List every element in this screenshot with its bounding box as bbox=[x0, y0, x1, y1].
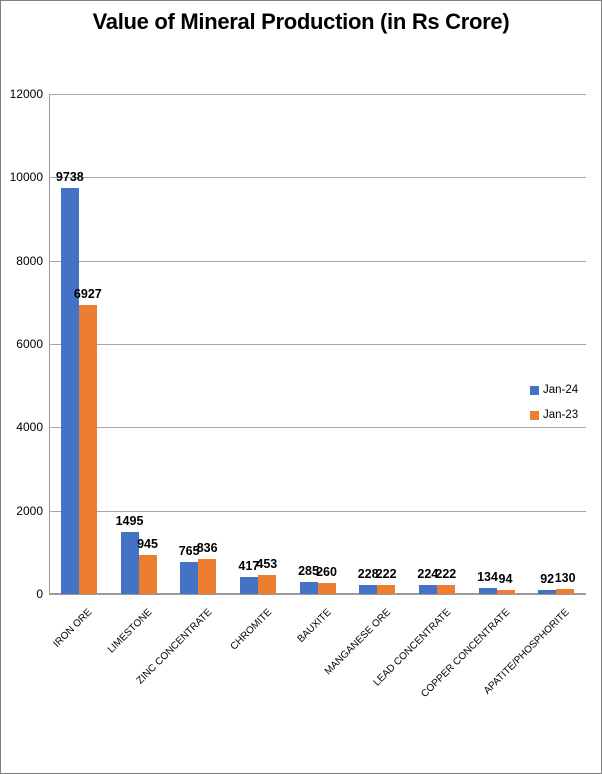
legend-item: Jan-23 bbox=[530, 409, 578, 421]
y-axis-tick-label: 4000 bbox=[16, 420, 43, 435]
bar-value-label: 945 bbox=[137, 536, 158, 551]
category-label: CHROMITE bbox=[228, 607, 274, 653]
plot-area: 9738 6927 IRON ORE 1495 945 LIMESTONE 765 836 ZI… bbox=[49, 94, 586, 700]
bar-jan-24 bbox=[418, 584, 437, 594]
gridline bbox=[49, 427, 586, 429]
bar-jan-23 bbox=[138, 554, 157, 594]
bar-jan-24 bbox=[359, 584, 378, 594]
bar-jan-23 bbox=[78, 305, 97, 594]
legend: Jan-24 Jan-23 bbox=[530, 384, 578, 434]
y-axis-tick-label: 0 bbox=[36, 587, 43, 601]
bar-value-label: 417 bbox=[238, 558, 260, 573]
bar-value-label: 6927 bbox=[73, 287, 102, 302]
bar-jan-24 bbox=[478, 588, 497, 594]
bar-jan-24 bbox=[60, 188, 79, 594]
y-axis-tick-label: 12000 bbox=[9, 87, 43, 101]
bar-value-label: 9738 bbox=[55, 170, 84, 185]
x-axis-line bbox=[49, 593, 586, 595]
bar-jan-23 bbox=[317, 583, 336, 594]
bar-value-label: 836 bbox=[196, 541, 218, 556]
bar-value-label: 222 bbox=[435, 566, 457, 581]
category-label: IRON ORE bbox=[51, 607, 95, 650]
gridline bbox=[49, 94, 586, 95]
bar-value-label: 285 bbox=[298, 564, 319, 579]
legend-label: Jan-23 bbox=[543, 409, 579, 421]
y-axis-tick-label: 10000 bbox=[9, 170, 43, 185]
legend-swatch-icon bbox=[530, 410, 539, 420]
bar-value-label: 92 bbox=[540, 572, 555, 587]
bar-value-label: 134 bbox=[477, 570, 498, 585]
gridline bbox=[49, 510, 586, 512]
bar-jan-24 bbox=[538, 590, 557, 594]
bar-jan-23 bbox=[377, 584, 396, 594]
bar-jan-23 bbox=[198, 559, 217, 594]
bar-jan-24 bbox=[180, 562, 199, 594]
legend-label: Jan-24 bbox=[543, 384, 579, 396]
y-axis-tick-label: 8000 bbox=[16, 253, 43, 268]
chart-title: Value of Mineral Production (in Rs Crore… bbox=[92, 9, 510, 34]
category-label: MANGANESE ORE bbox=[322, 607, 393, 678]
gridline bbox=[49, 344, 586, 345]
bar-jan-24 bbox=[239, 576, 258, 594]
y-axis-tick-label: 6000 bbox=[16, 337, 43, 351]
bar-value-label: 222 bbox=[375, 566, 397, 581]
bar-value-label: 94 bbox=[498, 572, 513, 587]
bar-jan-23 bbox=[496, 590, 515, 594]
category-label: BAUXITE bbox=[295, 607, 334, 646]
bar-value-label: 130 bbox=[554, 570, 576, 585]
bar-value-label: 228 bbox=[357, 566, 379, 581]
gridline bbox=[49, 260, 586, 262]
bar-jan-24 bbox=[299, 582, 318, 594]
legend-item: Jan-24 bbox=[530, 384, 578, 396]
bar-jan-23 bbox=[556, 588, 575, 594]
gridline bbox=[49, 177, 586, 179]
category-label: LIMESTONE bbox=[105, 607, 155, 656]
bar-value-label: 453 bbox=[256, 557, 278, 572]
bar-value-label: 765 bbox=[178, 544, 200, 559]
bar-value-label: 1495 bbox=[115, 513, 144, 528]
bar-jan-23 bbox=[436, 584, 455, 594]
bar-jan-24 bbox=[120, 531, 139, 594]
bar-value-label: 224 bbox=[417, 566, 439, 581]
bar-value-label: 260 bbox=[316, 565, 337, 580]
y-axis-tick-label: 2000 bbox=[16, 503, 43, 518]
bar-jan-23 bbox=[257, 575, 276, 594]
legend-swatch-icon bbox=[530, 385, 539, 395]
